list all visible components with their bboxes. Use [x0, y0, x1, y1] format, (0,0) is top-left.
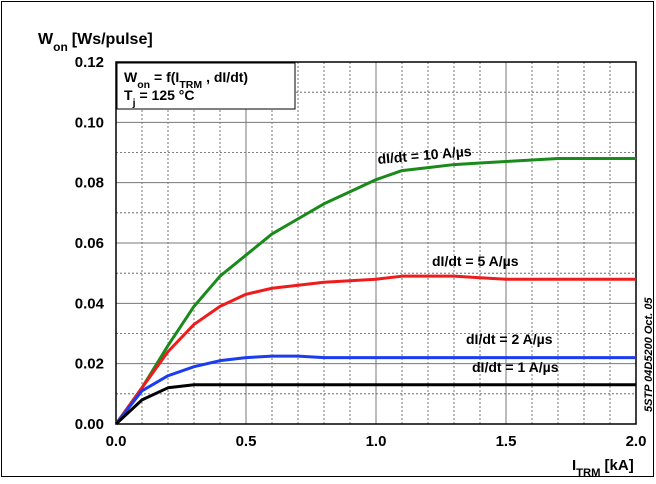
y-tick-label: 0.10: [75, 114, 104, 131]
series-label: dI/dt = 5 A/µs: [432, 253, 519, 269]
y-tick-label: 0.06: [75, 235, 104, 252]
label-part: [kA]: [605, 457, 634, 474]
series-line: [114, 354, 636, 425]
y-tick-label: 0.12: [75, 54, 104, 71]
y-tick-label: 0.04: [75, 295, 105, 312]
subscript: TRM: [179, 79, 202, 91]
x-tick-label: 0.0: [106, 433, 127, 450]
label-part: I: [572, 457, 576, 474]
rich-label: Won [Ws/pulse]: [38, 31, 153, 54]
subscript: on: [53, 40, 68, 54]
label-part: = 125 °C: [139, 87, 194, 103]
series-line: [114, 383, 636, 426]
label-part: W: [38, 31, 54, 48]
label-part: T: [124, 87, 133, 103]
subscript: on: [137, 79, 150, 91]
y-tick-label: 0.02: [75, 356, 104, 373]
subscript: j: [132, 97, 136, 109]
y-tick-label: 0.08: [75, 175, 104, 192]
series-line: [114, 157, 636, 425]
series-line: [114, 274, 636, 425]
plot-border: [115, 61, 637, 425]
rich-label: Won = f(ITRM , dI/dt): [124, 69, 248, 91]
rich-label: ITRM [kA]: [572, 457, 634, 479]
label-part: W: [124, 69, 138, 85]
annotation-box: [116, 62, 296, 110]
label-part: , dI/dt): [206, 69, 248, 85]
series-label: dI/dt = 1 A/µs: [472, 359, 559, 375]
series-label: dI/dt = 2 A/µs: [466, 331, 553, 347]
label-part: = f(I: [154, 69, 179, 85]
y-tick-label: 0.00: [75, 416, 104, 433]
x-tick-label: 0.5: [236, 433, 257, 450]
rich-label: Tj = 125 °C: [124, 87, 195, 109]
label-part: [Ws/pulse]: [72, 31, 153, 48]
subscript: TRM: [576, 467, 600, 479]
x-tick-label: 1.0: [366, 433, 387, 450]
x-tick-label: 2.0: [626, 433, 647, 450]
side-note: 5STP 04D5200 Oct. 05: [643, 297, 655, 412]
x-tick-label: 1.5: [496, 433, 517, 450]
